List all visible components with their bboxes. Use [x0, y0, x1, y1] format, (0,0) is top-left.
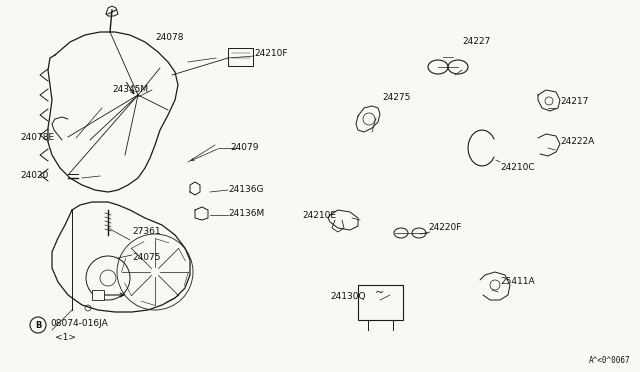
Bar — [358, 285, 403, 320]
Text: B: B — [35, 321, 41, 330]
Text: 24136G: 24136G — [228, 186, 264, 195]
Text: 24210F: 24210F — [254, 48, 287, 58]
Text: 24217: 24217 — [560, 97, 588, 106]
Text: 24220F: 24220F — [428, 224, 461, 232]
Text: 24275: 24275 — [382, 93, 410, 103]
Text: A^<0^0067: A^<0^0067 — [588, 356, 630, 365]
Text: 24222A: 24222A — [560, 138, 595, 147]
Text: 08074-016JA: 08074-016JA — [50, 320, 108, 328]
Text: 24078E: 24078E — [20, 134, 54, 142]
Text: 24020: 24020 — [20, 170, 49, 180]
Text: 24210E: 24210E — [302, 211, 336, 219]
Bar — [92, 290, 104, 300]
Bar — [228, 48, 253, 66]
Text: ~: ~ — [376, 288, 385, 298]
Text: <1>: <1> — [55, 334, 76, 343]
Text: 24079: 24079 — [230, 142, 259, 151]
Text: 25411A: 25411A — [500, 278, 534, 286]
Text: 24210C: 24210C — [500, 164, 534, 173]
Text: 24227: 24227 — [462, 38, 490, 46]
Text: 24130Q: 24130Q — [330, 292, 365, 301]
Text: 27361: 27361 — [132, 228, 161, 237]
Text: 24345M: 24345M — [112, 86, 148, 94]
Text: 24078: 24078 — [155, 33, 184, 42]
Text: 24136M: 24136M — [228, 209, 264, 218]
Text: 24075: 24075 — [132, 253, 161, 263]
